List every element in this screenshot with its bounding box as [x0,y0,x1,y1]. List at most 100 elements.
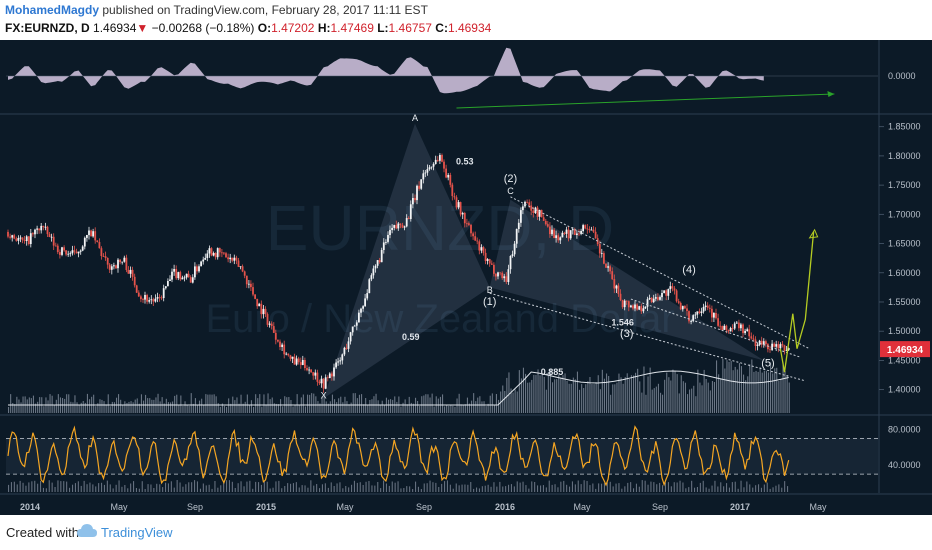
oscillator-volume-bar [589,485,591,492]
candle-body [75,251,78,254]
candle-body [600,253,603,254]
volume-bar [782,362,784,413]
volume-bar [167,402,169,413]
oscillator-volume-bar [243,486,245,492]
volume-bar [346,401,348,413]
candle-body [725,325,728,330]
chart-area[interactable]: EURNZD, D Euro / New Zealand Dollar A X (1… [0,40,932,515]
candle-body [681,306,684,310]
volume-bar [132,402,134,413]
volume-bar [570,383,572,413]
volume-bar [118,394,120,413]
candle-body [387,235,389,242]
candle-body [254,294,256,299]
candle-body [441,155,443,162]
volume-bar [101,399,103,413]
volume-bar [687,394,689,413]
oscillator-volume-bar [438,487,440,492]
oscillator-volume-bar [598,483,600,492]
candle-body [690,321,692,322]
volume-bar [124,401,126,413]
volume-bar [543,376,545,413]
oscillator-volume-bar [755,485,757,492]
published-text: published on TradingView.com, February 2… [102,3,428,17]
time-tick-label: May [809,502,827,512]
volume-bar [601,369,603,413]
candle-body [353,325,356,327]
volume-bar [622,383,624,413]
volume-bar [329,401,331,413]
oscillator-volume-bar [316,484,318,492]
candle-body [706,305,709,308]
author-link[interactable]: MohamedMagdy [5,3,100,17]
candle-body [584,225,587,229]
oscillator-volume-bar [290,483,292,492]
volume-bar [244,401,246,413]
last-price-badge[interactable] [880,341,930,358]
candle-body [503,276,506,279]
volume-bar [562,375,564,413]
volume-bar [510,388,512,413]
candle-body [347,341,350,349]
oscillator-volume-bar [185,484,187,492]
oscillator-volume-bar [481,486,483,492]
volume-bar [734,366,736,413]
oscillator-volume-bar [80,485,82,492]
oscillator-volume-bar [612,486,614,492]
oscillator-volume-bar [388,485,390,492]
volume-bar [338,398,340,413]
low-value: 1.46757 [388,21,432,35]
volume-bar [238,403,240,413]
candle-body [625,300,628,302]
volume-bar [616,382,618,413]
candle-body [407,218,410,219]
candle-body [131,269,134,277]
candle-body [412,198,414,205]
volume-bar [732,370,734,413]
candle-body [181,277,184,280]
oscillator-volume-bar [717,486,719,492]
volume-bar [356,398,358,413]
candle-body [208,248,211,254]
volume-bar [689,389,691,413]
oscillator-volume-bar [301,485,303,492]
tradingview-brand-link[interactable]: TradingView [101,525,173,540]
candle-body [96,240,99,242]
oscillator-volume-bar [313,485,315,492]
symbol-label[interactable]: FX:EURNZD, D [5,21,90,35]
volume-bar [699,382,701,413]
volume-bar [109,406,111,413]
candle-body [117,259,119,269]
oscillator-volume-bar [595,488,597,492]
candle-body [27,236,30,244]
volume-bar [336,402,338,413]
candle-body [113,265,115,267]
volume-bar [591,384,593,413]
volume-bar [103,401,105,413]
volume-bar [489,395,491,413]
chart-canvas[interactable]: EURNZD, D Euro / New Zealand Dollar A X (1… [0,40,932,515]
candle-body [397,223,400,229]
volume-bar [593,384,595,413]
oscillator-volume-bar [16,484,18,492]
candle-body [368,279,371,294]
candle-body [698,311,701,313]
oscillator-volume-bar [371,485,373,492]
candle-body [42,225,45,228]
volume-bar [660,392,662,413]
candle-body [592,229,595,232]
candle-body [573,229,576,235]
candle-body [432,164,435,167]
oscillator-volume-bar [66,481,68,492]
oscillator-volume-bar [348,487,350,492]
oscillator-volume-bar [534,482,536,492]
volume-bar [552,382,554,413]
candle-body [256,298,259,307]
oscillator-volume-bar [351,484,353,492]
candle-body [79,250,82,252]
candle-body [189,277,192,283]
candle-body [272,326,275,333]
oscillator-band [6,438,878,475]
volume-bar [697,369,699,413]
oscillator-volume-bar [89,482,91,492]
